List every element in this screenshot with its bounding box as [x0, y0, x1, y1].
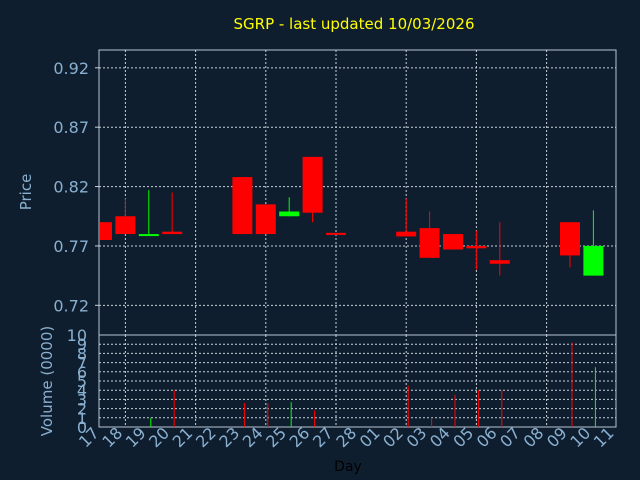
volume-grid [99, 335, 616, 427]
candle-body [138, 234, 159, 237]
candle-body [396, 231, 417, 237]
candles [100, 156, 604, 276]
price-tick-label: 0.92 [53, 59, 89, 78]
price-tick-label: 0.77 [53, 237, 89, 256]
price-panel: 0.72 0.77 0.82 0.87 0.92 Price [17, 49, 617, 336]
candle-body [115, 216, 136, 235]
price-axis-title: Price [17, 174, 35, 211]
volume-axis-title: Volume (0000) [38, 326, 56, 436]
volume-bars [150, 342, 596, 427]
candle-body [443, 234, 463, 250]
volume-tick-label: 10 [67, 326, 87, 345]
candle-body [326, 232, 346, 235]
volume-tick-label: 7 [77, 354, 87, 373]
candle-body [162, 231, 183, 235]
volume-tick-label: 0 [77, 418, 87, 437]
price-tick-label: 0.72 [53, 296, 89, 315]
volume-tick-label: 8 [77, 344, 87, 363]
candle-body [419, 228, 440, 258]
price-y-ticks: 0.72 0.77 0.82 0.87 0.92 [53, 59, 99, 315]
volume-tick-label: 2 [77, 400, 87, 419]
volume-tick-label: 3 [77, 390, 87, 409]
candle-body [100, 222, 112, 240]
volume-tick-label: 6 [77, 363, 87, 382]
candle-body [279, 211, 300, 217]
candle-body [560, 222, 580, 256]
candle-body [466, 245, 487, 249]
price-grid [99, 50, 616, 335]
x-ticks: 1718192021222324252627280102030405060708… [75, 423, 618, 451]
chart-title: SGRP - last updated 10/03/2026 [234, 15, 475, 33]
price-tick-label: 0.82 [53, 178, 89, 197]
candle-body [489, 260, 510, 264]
candle-body [302, 156, 323, 213]
candle-body [232, 177, 253, 235]
volume-tick-label: 9 [77, 335, 87, 354]
volume-tick-label: 5 [77, 372, 87, 391]
x-axis-title: Day [334, 459, 362, 475]
volume-tick-label: 4 [77, 381, 87, 400]
candle-body [255, 204, 276, 235]
candle-body [583, 245, 604, 276]
volume-tick-label: 1 [77, 409, 87, 428]
price-tick-label: 0.87 [53, 118, 89, 137]
